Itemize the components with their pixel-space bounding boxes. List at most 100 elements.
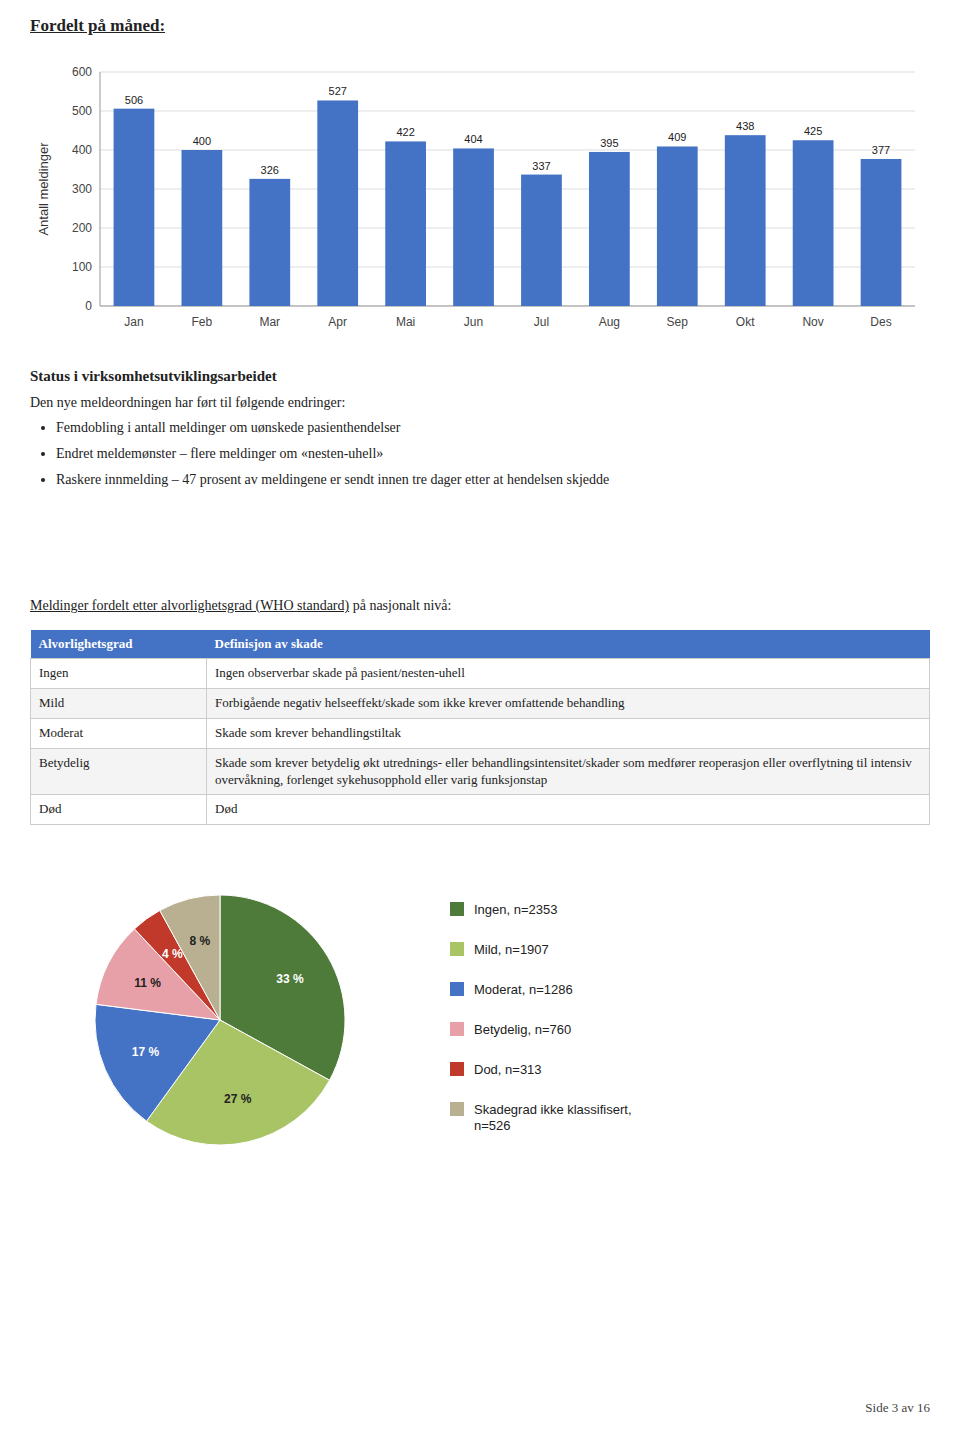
pie-label: 4 % — [162, 947, 183, 961]
bar — [385, 141, 426, 306]
bar — [521, 175, 562, 306]
legend-swatch — [450, 1062, 464, 1076]
legend-label-line: Moderat, n=1286 — [474, 982, 573, 997]
bar — [249, 179, 290, 306]
pie-label: 8 % — [189, 934, 210, 948]
data-label: 425 — [804, 125, 822, 137]
grid-line — [100, 111, 915, 112]
table-body: IngenIngen observerbar skade på pasient/… — [31, 659, 930, 825]
table-heading-underline: Meldinger fordelt etter alvorlighetsgrad… — [30, 598, 349, 613]
y-tick-label: 200 — [72, 221, 92, 235]
x-tick-label: Mai — [396, 315, 415, 329]
bar — [793, 140, 834, 306]
table-header-cell: Definisjon av skade — [207, 630, 930, 659]
status-title: Status i virksomhetsutviklingsarbeidet — [30, 368, 930, 385]
severity-table: AlvorlighetsgradDefinisjon av skadeIngen… — [30, 630, 930, 825]
pie-label: 17 % — [132, 1045, 160, 1059]
y-tick-label: 100 — [72, 260, 92, 274]
table-wrap: AlvorlighetsgradDefinisjon av skadeIngen… — [30, 630, 930, 825]
y-tick-label: 0 — [85, 299, 92, 313]
data-label: 395 — [600, 137, 618, 149]
table-cell: Død — [31, 795, 207, 825]
grid-line — [100, 72, 915, 73]
x-tick-label: Mar — [259, 315, 280, 329]
x-tick-label: Feb — [192, 315, 213, 329]
legend-label: Ingen, n=2353 — [474, 902, 558, 917]
bar — [182, 150, 223, 306]
legend-label: Mild, n=1907 — [474, 942, 549, 957]
table-cell: Moderat — [31, 718, 207, 748]
legend-label-line: Betydelig, n=760 — [474, 1022, 571, 1037]
bullet-point: Endret meldemønster – flere meldinger om… — [56, 445, 930, 463]
data-label: 404 — [464, 133, 482, 145]
data-label: 377 — [872, 144, 890, 156]
x-tick-label: Apr — [328, 315, 347, 329]
data-label: 326 — [261, 164, 279, 176]
table-head: AlvorlighetsgradDefinisjon av skade — [31, 630, 930, 659]
pie-slice — [95, 1004, 220, 1121]
bar — [317, 100, 358, 306]
legend-label-line: Dod, n=313 — [474, 1062, 542, 1077]
bullet-point: Femdobling i antall meldinger om uønsked… — [56, 419, 930, 437]
data-label: 506 — [125, 94, 143, 106]
pie-label: 33 % — [276, 972, 304, 986]
legend-swatch — [450, 982, 464, 996]
pie-slice — [160, 895, 220, 1020]
table-row: BetydeligSkade som krever betydelig økt … — [31, 748, 930, 795]
table-row: ModeratSkade som krever behandlingstilta… — [31, 718, 930, 748]
x-tick-label: Sep — [667, 315, 689, 329]
bar — [657, 146, 698, 306]
data-label: 409 — [668, 131, 686, 143]
legend-label-line: n=526 — [474, 1118, 511, 1133]
table-cell: Betydelig — [31, 748, 207, 795]
bar — [725, 135, 766, 306]
status-intro: Den nye meldeordningen har ført til følg… — [30, 395, 930, 411]
bar — [453, 148, 494, 306]
footer: Side 3 av 16 — [865, 1400, 930, 1416]
y-tick-label: 300 — [72, 182, 92, 196]
y-tick-label: 600 — [72, 65, 92, 79]
legend-label-line: Skadegrad ikke klassifisert, — [474, 1102, 632, 1117]
table-row: DødDød — [31, 795, 930, 825]
legend-label: Skadegrad ikke klassifisert,n=526 — [474, 1102, 632, 1133]
pie-label: 11 % — [134, 976, 161, 990]
legend-label: Betydelig, n=760 — [474, 1022, 571, 1037]
status-section: Status i virksomhetsutviklingsarbeidet De… — [30, 368, 930, 498]
legend-label-line: Ingen, n=2353 — [474, 902, 558, 917]
data-label: 438 — [736, 120, 754, 132]
legend-swatch — [450, 1022, 464, 1036]
bullet-list: Femdobling i antall meldinger om uønsked… — [30, 419, 930, 490]
table-cell: Mild — [31, 688, 207, 718]
bar — [589, 152, 630, 306]
chart-title: Fordelt på måned: — [30, 16, 165, 36]
pie-chart: 33 %27 %17 %11 %4 %8 %Ingen, n=2353Mild,… — [30, 880, 930, 1160]
table-heading-rest: på nasjonalt nivå: — [349, 598, 451, 613]
table-heading: Meldinger fordelt etter alvorlighetsgrad… — [30, 598, 451, 614]
legend-swatch — [450, 1102, 464, 1116]
table-cell: Skade som krever betydelig økt utredning… — [207, 748, 930, 795]
table-row: MildForbigående negativ helseeffekt/skad… — [31, 688, 930, 718]
x-tick-label: Aug — [599, 315, 620, 329]
bar — [114, 109, 155, 306]
table-header-cell: Alvorlighetsgrad — [31, 630, 207, 659]
bullet-point: Raskere innmelding – 47 prosent av meldi… — [56, 471, 930, 489]
y-tick-label: 500 — [72, 104, 92, 118]
x-tick-label: Jul — [534, 315, 549, 329]
data-label: 527 — [329, 85, 347, 97]
bar — [861, 159, 902, 306]
legend-label: Dod, n=313 — [474, 1062, 542, 1077]
data-label: 337 — [532, 160, 550, 172]
legend-swatch — [450, 942, 464, 956]
table-header-row: AlvorlighetsgradDefinisjon av skade — [31, 630, 930, 659]
bar-chart: 0100200300400500600506Jan400Feb326Mar527… — [30, 50, 930, 340]
data-label: 400 — [193, 135, 211, 147]
bars — [114, 100, 902, 306]
table-row: IngenIngen observerbar skade på pasient/… — [31, 659, 930, 689]
table-cell: Skade som krever behandlingstiltak — [207, 718, 930, 748]
legend-label: Moderat, n=1286 — [474, 982, 573, 997]
legend-swatch — [450, 902, 464, 916]
table-cell: Forbigående negativ helseeffekt/skade so… — [207, 688, 930, 718]
table-cell: Død — [207, 795, 930, 825]
y-tick-label: 400 — [72, 143, 92, 157]
x-tick-label: Okt — [736, 315, 755, 329]
